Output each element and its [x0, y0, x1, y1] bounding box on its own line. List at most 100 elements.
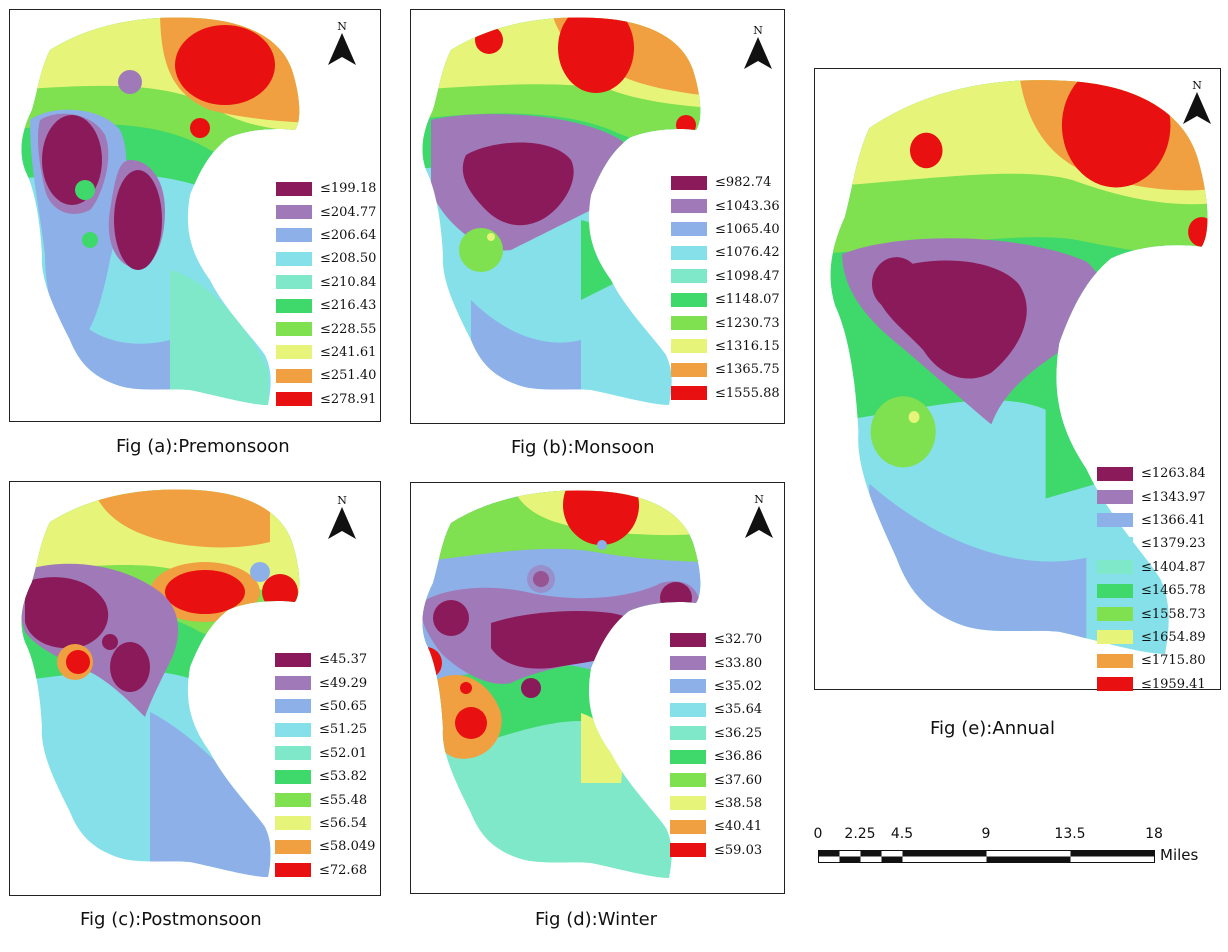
legend-swatch: [671, 175, 707, 190]
legend-swatch: [671, 386, 707, 401]
map-panel-annual: N ≤1263.84 ≤1343.97 ≤1366.41 ≤1379.23 ≤1…: [814, 68, 1221, 692]
legend-swatch: [1097, 630, 1133, 645]
legend-item: ≤1263.84: [1097, 462, 1206, 485]
legend-label: ≤58.049: [319, 839, 376, 855]
map-panel-premonsoon: N ≤199.18 ≤204.77 ≤206.64 ≤208.50 ≤210.8…: [9, 9, 381, 422]
legend-item: ≤58.049: [275, 835, 375, 858]
legend-label: ≤1065.40: [715, 221, 780, 237]
legend-item: ≤59.03: [670, 839, 762, 862]
caption-premonsoon: Fig (a):Premonsoon: [116, 436, 290, 457]
legend-label: ≤1365.75: [715, 362, 780, 378]
legend-swatch: [670, 702, 706, 717]
north-arrow-icon: [744, 37, 772, 69]
legend-swatch: [670, 656, 706, 671]
legend-item: ≤1654.89: [1097, 626, 1206, 649]
legend-swatch: [671, 292, 707, 307]
legend-label: ≤35.02: [714, 678, 763, 694]
legend-label: ≤37.60: [714, 772, 763, 788]
legend-swatch: [1097, 583, 1133, 598]
legend-swatch: [275, 863, 311, 878]
legend-item: ≤1343.97: [1097, 485, 1206, 508]
legend-swatch: [1097, 466, 1133, 481]
north-arrow-icon: [745, 506, 773, 538]
legend-label: ≤38.58: [714, 795, 763, 811]
legend-item: ≤49.29: [275, 671, 375, 694]
legend-swatch: [671, 362, 707, 377]
legend-swatch: [275, 793, 311, 808]
legend-swatch: [275, 699, 311, 714]
legend-swatch: [670, 819, 706, 834]
legend-item: ≤1465.78: [1097, 579, 1206, 602]
legend-item: ≤210.84: [276, 271, 376, 294]
legend-monsoon: ≤982.74 ≤1043.36 ≤1065.40 ≤1076.42 ≤1098…: [671, 171, 780, 405]
legend-item: ≤1558.73: [1097, 602, 1206, 625]
legend-swatch: [670, 679, 706, 694]
legend-item: ≤56.54: [275, 812, 375, 835]
legend-label: ≤1465.78: [1141, 583, 1206, 599]
legend-swatch: [670, 773, 706, 788]
north-indicator: N: [1177, 79, 1217, 128]
legend-label: ≤53.82: [319, 769, 368, 785]
legend-label: ≤1366.41: [1141, 512, 1206, 528]
legend-item: ≤36.86: [670, 745, 762, 768]
map-panel-monsoon: N ≤982.74 ≤1043.36 ≤1065.40 ≤1076.42 ≤10…: [410, 9, 785, 424]
scale-bar: 0 2.25 4.5 9 13.5 18 Miles: [814, 826, 1199, 886]
legend-label: ≤1043.36: [715, 198, 780, 214]
caption-postmonsoon: Fig (c):Postmonsoon: [80, 909, 262, 930]
legend-item: ≤1065.40: [671, 218, 780, 241]
scale-tick-label: 13.5: [1054, 826, 1086, 842]
legend-item: ≤199.18: [276, 177, 376, 200]
north-indicator: N: [322, 20, 362, 69]
legend-swatch: [276, 181, 312, 196]
legend-swatch: [275, 769, 311, 784]
caption-annual: Fig (e):Annual: [930, 718, 1055, 739]
caption-winter: Fig (d):Winter: [535, 909, 658, 930]
legend-swatch: [275, 676, 311, 691]
legend-item: ≤33.80: [670, 651, 762, 674]
legend-swatch: [276, 228, 312, 243]
legend-label: ≤1379.23: [1141, 536, 1206, 552]
map-monsoon: [422, 17, 701, 406]
legend-swatch: [670, 749, 706, 764]
legend-swatch: [275, 839, 311, 854]
legend-label: ≤210.84: [320, 274, 377, 290]
legend-swatch: [671, 339, 707, 354]
legend-label: ≤35.64: [714, 702, 763, 718]
legend-item: ≤32.70: [670, 628, 762, 651]
scale-tick-label: 4.5: [890, 826, 914, 842]
north-arrow-icon: [1183, 92, 1211, 124]
legend-swatch: [670, 726, 706, 741]
north-label: N: [754, 493, 764, 506]
scale-bar-graphic: [818, 850, 1155, 863]
map-premonsoon: [21, 17, 300, 406]
legend-item: ≤50.65: [275, 695, 375, 718]
legend-item: ≤1148.07: [671, 288, 780, 311]
legend-item: ≤1230.73: [671, 311, 780, 334]
legend-label: ≤206.64: [320, 227, 377, 243]
legend-item: ≤241.61: [276, 341, 376, 364]
legend-item: ≤72.68: [275, 859, 375, 882]
legend-label: ≤36.86: [714, 749, 763, 765]
legend-annual: ≤1263.84 ≤1343.97 ≤1366.41 ≤1379.23 ≤140…: [1097, 462, 1206, 696]
north-label: N: [753, 24, 763, 37]
legend-swatch: [671, 199, 707, 214]
legend-label: ≤1715.80: [1141, 653, 1206, 669]
legend-item: ≤1715.80: [1097, 649, 1206, 672]
legend-label: ≤1654.89: [1141, 629, 1206, 645]
legend-item: ≤1098.47: [671, 265, 780, 288]
legend-label: ≤982.74: [715, 175, 772, 191]
legend-label: ≤1148.07: [715, 292, 780, 308]
legend-swatch: [671, 222, 707, 237]
legend-swatch: [275, 746, 311, 761]
legend-item: ≤36.25: [670, 722, 762, 745]
legend-premonsoon: ≤199.18 ≤204.77 ≤206.64 ≤208.50 ≤210.84 …: [276, 177, 376, 411]
legend-item: ≤982.74: [671, 171, 780, 194]
legend-label: ≤55.48: [319, 792, 368, 808]
legend-item: ≤204.77: [276, 200, 376, 223]
legend-item: ≤45.37: [275, 648, 375, 671]
legend-swatch: [1097, 536, 1133, 551]
legend-label: ≤1263.84: [1141, 466, 1206, 482]
legend-swatch: [1097, 490, 1133, 505]
legend-swatch: [670, 632, 706, 647]
legend-label: ≤204.77: [320, 204, 377, 220]
